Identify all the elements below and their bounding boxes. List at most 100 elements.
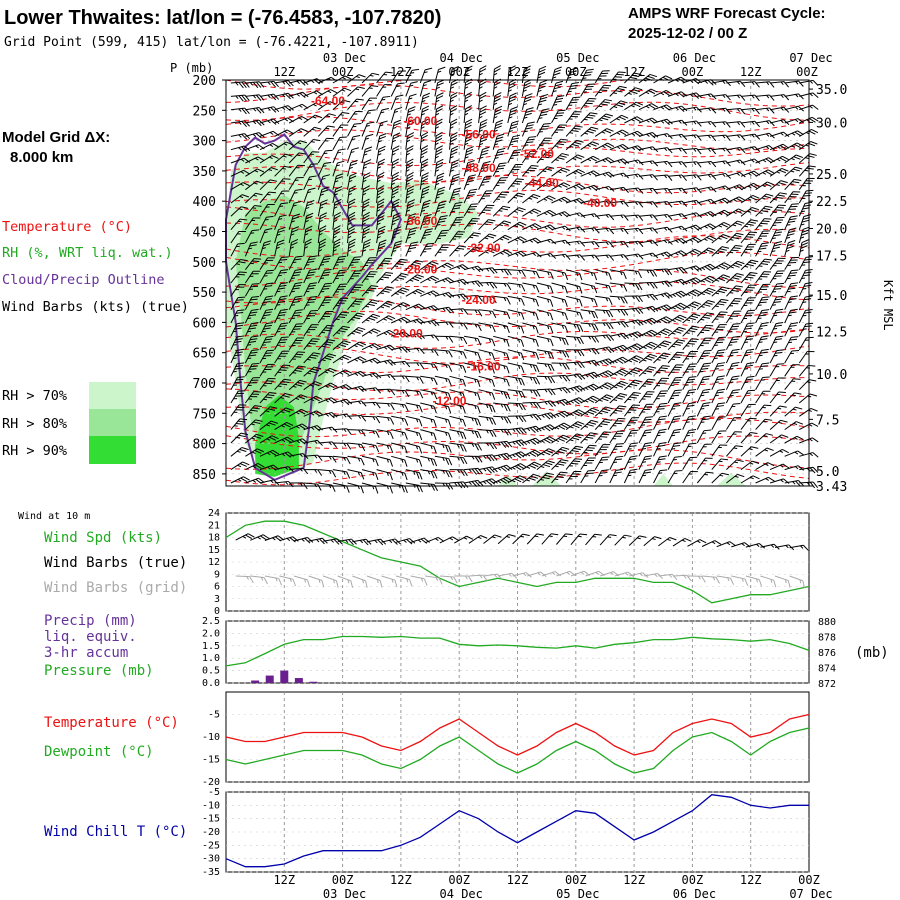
barb-flag	[338, 272, 346, 274]
wind-barb	[347, 159, 358, 177]
barb-staff	[245, 119, 260, 124]
wind-barb	[347, 225, 356, 244]
barb-flag	[268, 422, 276, 426]
barb-flag	[236, 378, 244, 381]
wind-barb	[244, 295, 260, 310]
wind-barb	[259, 203, 275, 217]
wind-barb	[288, 164, 305, 177]
grid-point-label: Grid Point (599, 415) lat/lon = (-76.422…	[4, 35, 419, 50]
barb-flag	[277, 287, 286, 290]
barb-flag	[295, 353, 304, 356]
barb-flag	[339, 126, 343, 129]
wind-barb	[347, 385, 367, 393]
barb-flag	[270, 81, 276, 88]
barb-flag	[251, 423, 255, 426]
wind-barb	[259, 420, 279, 430]
wind-barb	[332, 469, 351, 479]
barb-staff	[245, 180, 257, 191]
barb-flag	[369, 97, 377, 99]
barb-flag	[265, 259, 274, 261]
barb-flag	[233, 370, 237, 373]
barb-flag	[324, 282, 333, 285]
barb-staff	[245, 192, 256, 204]
isotherm	[225, 281, 810, 304]
barb-flag	[344, 354, 352, 359]
barb-flag	[335, 305, 340, 307]
wind-barb	[332, 340, 351, 351]
barb-flag	[266, 193, 271, 196]
barb-flag	[290, 241, 298, 246]
barb-flag	[266, 438, 271, 441]
barb-flag	[235, 82, 239, 86]
barb-staff	[259, 229, 266, 244]
barb-flag	[295, 397, 300, 400]
barb-flag	[325, 413, 330, 417]
wind-barb	[288, 394, 308, 404]
barb-flag	[369, 74, 374, 77]
wind-barb	[288, 379, 307, 391]
barb-flag	[238, 95, 244, 102]
wind-barb	[245, 168, 265, 177]
barb-staff	[303, 102, 317, 111]
wind-barb	[347, 312, 365, 324]
wind-barb	[317, 310, 334, 324]
barb-flag	[307, 287, 315, 290]
wind-barb	[259, 179, 278, 191]
barb-flag	[282, 190, 290, 192]
barb-staff	[259, 204, 269, 217]
barb-flag	[312, 382, 320, 387]
wind-barb	[288, 116, 309, 124]
barb-staff	[638, 269, 654, 271]
barb-flag	[323, 285, 331, 288]
isotherm	[225, 235, 810, 257]
barb-staff	[303, 352, 314, 364]
rh70-label: RH > 70%	[2, 388, 67, 404]
barb-flag	[353, 330, 361, 334]
barb-flag	[334, 188, 342, 193]
barb-flag	[328, 113, 336, 117]
barb-flag	[354, 122, 362, 125]
barb-flag	[328, 412, 335, 419]
wind-barb	[361, 133, 374, 150]
barb-flag	[269, 156, 273, 160]
wind-barb	[274, 393, 293, 404]
barb-flag	[331, 456, 337, 463]
barb-flag	[348, 198, 356, 203]
barb-flag	[280, 353, 288, 355]
barb-staff	[274, 378, 285, 391]
barb-staff	[332, 75, 346, 84]
wind-barb	[259, 191, 277, 204]
barb-staff	[317, 229, 321, 244]
barb-staff	[274, 165, 285, 177]
barb-staff	[259, 93, 274, 97]
barb-flag	[279, 325, 287, 328]
legend-temperature: Temperature (°C)	[2, 219, 132, 235]
wind-barb	[288, 176, 304, 190]
wind-barb	[303, 225, 313, 244]
barb-flag	[238, 121, 242, 125]
barb-flag	[280, 308, 288, 311]
barb-staff	[332, 325, 344, 337]
barb-flag	[258, 94, 265, 101]
wind-barb	[230, 476, 250, 484]
wind-barb	[347, 172, 357, 190]
barb-flag	[284, 393, 293, 396]
wind-barb	[288, 423, 309, 431]
wind-barb	[288, 365, 306, 377]
barb-flag	[346, 471, 351, 479]
barb-flag	[253, 194, 257, 197]
barb-flag	[239, 195, 244, 199]
barb-flag	[343, 428, 347, 433]
barb-flag	[257, 156, 265, 161]
barb-flag	[306, 202, 314, 207]
barb-staff	[288, 164, 299, 177]
barb-staff	[347, 86, 359, 97]
wind-barb	[303, 324, 319, 337]
barb-staff	[259, 80, 274, 84]
barb-flag	[284, 438, 292, 443]
barb-flag	[375, 486, 379, 494]
barb-flag	[292, 213, 301, 217]
barb-staff	[259, 191, 270, 204]
barb-flag	[299, 439, 306, 445]
barb-flag	[330, 397, 338, 403]
